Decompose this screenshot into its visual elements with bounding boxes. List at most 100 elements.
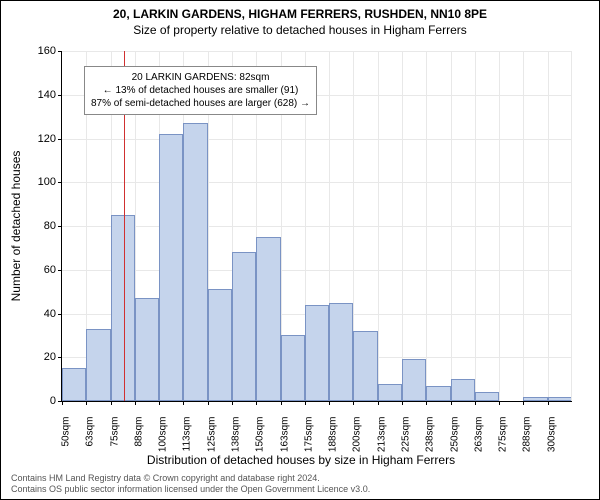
ytick-label: 140 xyxy=(16,89,56,101)
ytick xyxy=(58,139,62,140)
xtick xyxy=(378,401,379,405)
xtick xyxy=(281,401,282,405)
xtick xyxy=(208,401,209,405)
xtick-label: 225sqm xyxy=(401,417,412,477)
ytick-label: 60 xyxy=(16,264,56,276)
histogram-bar xyxy=(329,303,353,401)
gridline-v xyxy=(402,51,403,401)
histogram-bar xyxy=(62,368,86,401)
annotation-box: 20 LARKIN GARDENS: 82sqm← 13% of detache… xyxy=(84,66,317,115)
footer: Contains HM Land Registry data © Crown c… xyxy=(11,473,370,495)
annotation-line: ← 13% of detached houses are smaller (91… xyxy=(91,84,310,97)
histogram-bar xyxy=(183,123,207,401)
annotation-line: 87% of semi-detached houses are larger (… xyxy=(91,97,310,110)
ytick xyxy=(58,357,62,358)
gridline-v xyxy=(475,51,476,401)
gridline-v xyxy=(378,51,379,401)
xtick-label: 163sqm xyxy=(279,417,290,477)
xtick-label: 75sqm xyxy=(109,417,120,477)
histogram-bar xyxy=(256,237,280,401)
xtick-label: 138sqm xyxy=(231,417,242,477)
footer-line2: Contains OS public sector information li… xyxy=(11,484,370,495)
histogram-bar xyxy=(353,331,377,401)
xtick-label: 113sqm xyxy=(182,417,193,477)
xtick-label: 125sqm xyxy=(206,417,217,477)
histogram-bar xyxy=(426,386,450,401)
histogram-bar xyxy=(548,397,572,401)
ytick xyxy=(58,51,62,52)
xtick-label: 150sqm xyxy=(255,417,266,477)
xtick xyxy=(86,401,87,405)
xtick xyxy=(62,401,63,405)
xtick-label: 63sqm xyxy=(85,417,96,477)
xtick-label: 238sqm xyxy=(425,417,436,477)
histogram-bar xyxy=(281,335,305,401)
title-line1: 20, LARKIN GARDENS, HIGHAM FERRERS, RUSH… xyxy=(1,7,599,21)
histogram-bar xyxy=(305,305,329,401)
xtick-label: 263sqm xyxy=(473,417,484,477)
histogram-bar xyxy=(523,397,547,401)
histogram-bar xyxy=(208,289,232,401)
xtick-label: 200sqm xyxy=(352,417,363,477)
ytick-label: 100 xyxy=(16,176,56,188)
xtick-label: 213sqm xyxy=(376,417,387,477)
xtick xyxy=(523,401,524,405)
ytick-label: 160 xyxy=(16,45,56,57)
gridline-h xyxy=(62,270,572,271)
xtick-label: 175sqm xyxy=(303,417,314,477)
gridline-h xyxy=(62,182,572,183)
histogram-bar xyxy=(378,384,402,402)
gridline-v xyxy=(571,51,572,401)
xtick-label: 300sqm xyxy=(546,417,557,477)
histogram-bar xyxy=(159,134,183,401)
xtick xyxy=(135,401,136,405)
xtick xyxy=(402,401,403,405)
footer-line1: Contains HM Land Registry data © Crown c… xyxy=(11,473,370,484)
chart-container: 20, LARKIN GARDENS, HIGHAM FERRERS, RUSH… xyxy=(0,0,600,500)
ytick xyxy=(58,95,62,96)
xtick xyxy=(548,401,549,405)
xtick xyxy=(475,401,476,405)
annotation-line: 20 LARKIN GARDENS: 82sqm xyxy=(91,71,310,84)
histogram-bar xyxy=(111,215,135,401)
xtick xyxy=(159,401,160,405)
xtick xyxy=(256,401,257,405)
xtick xyxy=(499,401,500,405)
histogram-bar xyxy=(475,392,499,401)
gridline-v xyxy=(451,51,452,401)
ytick-label: 120 xyxy=(16,133,56,145)
gridline-h xyxy=(62,226,572,227)
ytick-label: 0 xyxy=(16,395,56,407)
gridline-h xyxy=(62,139,572,140)
ytick xyxy=(58,314,62,315)
xtick xyxy=(232,401,233,405)
histogram-bar xyxy=(451,379,475,401)
histogram-bar xyxy=(86,329,110,401)
xtick-label: 88sqm xyxy=(133,417,144,477)
ytick-label: 40 xyxy=(16,308,56,320)
gridline-v xyxy=(523,51,524,401)
histogram-bar xyxy=(135,298,159,401)
xtick xyxy=(451,401,452,405)
xtick xyxy=(426,401,427,405)
histogram-bar xyxy=(402,359,426,401)
ytick xyxy=(58,182,62,183)
xtick xyxy=(183,401,184,405)
gridline-h xyxy=(62,51,572,52)
ytick xyxy=(58,270,62,271)
title-line2: Size of property relative to detached ho… xyxy=(1,23,599,37)
ytick-label: 20 xyxy=(16,351,56,363)
gridline-v xyxy=(426,51,427,401)
xtick-label: 275sqm xyxy=(498,417,509,477)
xtick xyxy=(111,401,112,405)
xtick-label: 250sqm xyxy=(449,417,460,477)
ytick xyxy=(58,226,62,227)
plot-area: 02040608010012014016050sqm63sqm75sqm88sq… xyxy=(61,51,571,401)
x-axis-label: Distribution of detached houses by size … xyxy=(1,453,600,467)
xtick xyxy=(305,401,306,405)
xtick xyxy=(353,401,354,405)
xtick-label: 100sqm xyxy=(158,417,169,477)
histogram-bar xyxy=(232,252,256,401)
gridline-v xyxy=(548,51,549,401)
gridline-v xyxy=(499,51,500,401)
